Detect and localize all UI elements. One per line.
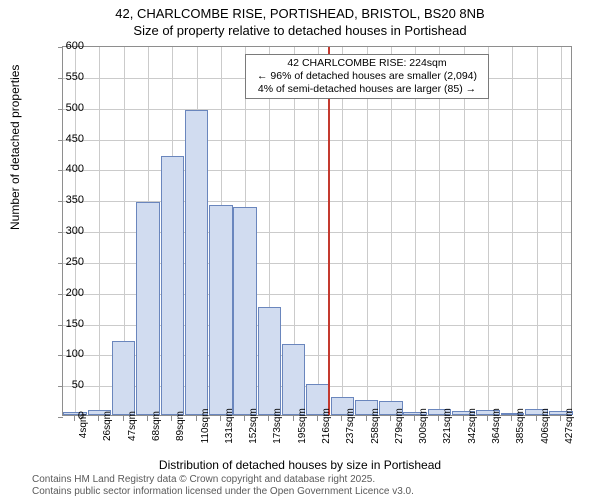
ytick-label: 300 bbox=[44, 225, 84, 237]
ytick-label: 50 bbox=[44, 379, 84, 391]
xtick-mark bbox=[147, 416, 148, 421]
ytick-label: 500 bbox=[44, 102, 84, 114]
xtick-mark bbox=[341, 416, 342, 421]
footer-line-1: Contains HM Land Registry data © Crown c… bbox=[32, 474, 414, 486]
gridline-v bbox=[99, 47, 100, 415]
xtick-label: 321sqm bbox=[442, 408, 453, 444]
xtick-mark bbox=[293, 416, 294, 421]
xtick-label: 406sqm bbox=[540, 408, 551, 444]
annotation-line-2: ← 96% of detached houses are smaller (2,… bbox=[250, 70, 484, 83]
xtick-label: 195sqm bbox=[297, 408, 308, 444]
xtick-mark bbox=[438, 416, 439, 421]
xtick-mark bbox=[123, 416, 124, 421]
xtick-mark bbox=[268, 416, 269, 421]
gridline-v bbox=[464, 47, 465, 415]
gridline-h bbox=[63, 170, 571, 171]
xtick-label: 300sqm bbox=[418, 408, 429, 444]
annotation-line-3: 4% of semi-detached houses are larger (8… bbox=[250, 83, 484, 96]
ytick-label: 200 bbox=[44, 287, 84, 299]
xtick-mark bbox=[220, 416, 221, 421]
ytick-label: 550 bbox=[44, 71, 84, 83]
xtick-label: 279sqm bbox=[394, 408, 405, 444]
chart-container: 42 CHARLCOMBE RISE: 224sqm ← 96% of deta… bbox=[62, 46, 572, 416]
gridline-v bbox=[561, 47, 562, 415]
xtick-label: 131sqm bbox=[224, 408, 235, 444]
xtick-mark bbox=[511, 416, 512, 421]
gridline-v bbox=[415, 47, 416, 415]
xtick-label: 110sqm bbox=[200, 409, 211, 444]
histogram-bar bbox=[209, 205, 232, 415]
xtick-label: 216sqm bbox=[321, 408, 332, 444]
gridline-v bbox=[439, 47, 440, 415]
xtick-mark bbox=[317, 416, 318, 421]
footer-note: Contains HM Land Registry data © Crown c… bbox=[32, 474, 414, 498]
xtick-mark bbox=[244, 416, 245, 421]
gridline-h bbox=[63, 109, 571, 110]
title-line-1: 42, CHARLCOMBE RISE, PORTISHEAD, BRISTOL… bbox=[0, 6, 600, 23]
histogram-bar bbox=[233, 207, 256, 415]
xtick-mark bbox=[560, 416, 561, 421]
x-axis-label: Distribution of detached houses by size … bbox=[0, 458, 600, 472]
histogram-bar bbox=[258, 307, 281, 415]
gridline-v bbox=[318, 47, 319, 415]
ytick-label: 250 bbox=[44, 256, 84, 268]
ytick-label: 100 bbox=[44, 348, 84, 360]
ytick-label: 400 bbox=[44, 163, 84, 175]
xtick-label: 152sqm bbox=[248, 408, 259, 444]
ytick-label: 450 bbox=[44, 133, 84, 145]
histogram-bar bbox=[136, 202, 159, 415]
xtick-mark bbox=[536, 416, 537, 421]
reference-line bbox=[328, 47, 330, 415]
xtick-mark bbox=[487, 416, 488, 421]
xtick-mark bbox=[414, 416, 415, 421]
annotation-box: 42 CHARLCOMBE RISE: 224sqm ← 96% of deta… bbox=[245, 54, 489, 99]
gridline-v bbox=[488, 47, 489, 415]
histogram-bar bbox=[185, 110, 208, 415]
xtick-label: 89sqm bbox=[175, 411, 186, 441]
gridline-v bbox=[391, 47, 392, 415]
xtick-label: 342sqm bbox=[467, 408, 478, 444]
xtick-label: 427sqm bbox=[564, 408, 575, 444]
footer-line-2: Contains public sector information licen… bbox=[32, 486, 414, 498]
gridline-v bbox=[367, 47, 368, 415]
xtick-label: 258sqm bbox=[370, 408, 381, 444]
y-axis-label: Number of detached properties bbox=[8, 65, 22, 230]
ytick-label: 150 bbox=[44, 318, 84, 330]
ytick-label: 600 bbox=[44, 40, 84, 52]
ytick-label: 350 bbox=[44, 194, 84, 206]
xtick-mark bbox=[196, 416, 197, 421]
xtick-mark bbox=[98, 416, 99, 421]
xtick-label: 68sqm bbox=[151, 411, 162, 441]
gridline-v bbox=[512, 47, 513, 415]
xtick-label: 385sqm bbox=[515, 408, 526, 444]
xtick-label: 364sqm bbox=[491, 408, 502, 444]
xtick-label: 237sqm bbox=[345, 408, 356, 444]
xtick-mark bbox=[366, 416, 367, 421]
histogram-bar bbox=[161, 156, 184, 415]
ytick-label: 0 bbox=[44, 410, 84, 422]
gridline-v bbox=[537, 47, 538, 415]
xtick-mark bbox=[390, 416, 391, 421]
plot-area bbox=[62, 46, 572, 416]
gridline-v bbox=[342, 47, 343, 415]
annotation-line-1: 42 CHARLCOMBE RISE: 224sqm bbox=[250, 57, 484, 70]
xtick-mark bbox=[171, 416, 172, 421]
xtick-label: 47sqm bbox=[127, 411, 138, 441]
histogram-bar bbox=[282, 344, 305, 415]
histogram-bar bbox=[112, 341, 135, 415]
xtick-label: 173sqm bbox=[272, 408, 283, 444]
xtick-label: 26sqm bbox=[102, 411, 113, 441]
title-line-2: Size of property relative to detached ho… bbox=[0, 23, 600, 40]
gridline-h bbox=[63, 140, 571, 141]
xtick-mark bbox=[463, 416, 464, 421]
